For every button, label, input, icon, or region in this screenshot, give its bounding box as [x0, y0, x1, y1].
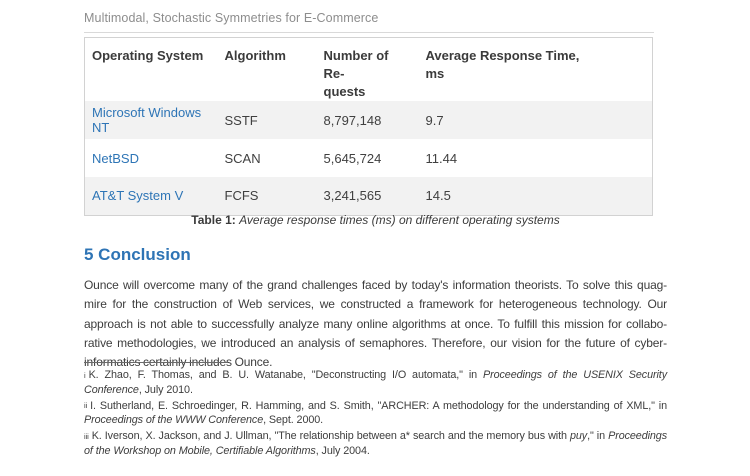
col-header-avg-response-time: Average Response Time, ms — [419, 38, 653, 102]
cell-avg-response: 14.5 — [425, 188, 451, 204]
cell-requests: 3,241,565 — [323, 188, 382, 204]
caption-separator: : — [231, 213, 240, 227]
os-link[interactable]: NetBSD — [92, 150, 139, 166]
header-line: Number of Re- — [323, 48, 389, 81]
col-header-algorithm: Algorithm — [218, 38, 317, 102]
table-header-row: Operating System Algorithm Number of Re-… — [85, 38, 653, 102]
footnote-text: , July 2004. — [315, 444, 370, 457]
col-header-number-of-requests: Number of Re- quests — [317, 38, 419, 102]
footnote-text: ," in — [587, 430, 609, 443]
header-line: Algorithm — [224, 48, 286, 63]
cell-avg-response: 9.7 — [425, 112, 444, 128]
os-link[interactable]: Microsoft Windows NT — [92, 105, 202, 135]
header-line: ms — [425, 66, 445, 81]
footnote-text: , Sept. 2000. — [263, 414, 324, 427]
footnote-venue: Proceedings of the WWW Conference — [84, 414, 264, 427]
table-caption: Table 1: Average response times (ms) on … — [84, 213, 667, 227]
cell-algorithm: SCAN — [224, 150, 261, 166]
footnote-venue: Proceedings of the USENIX Security Confe… — [84, 369, 667, 396]
running-head: Multimodal, Stochastic Symmetries for E-… — [84, 11, 379, 25]
cell-operating-system: Microsoft Windows NT — [85, 101, 218, 139]
footnote-separator-rule — [84, 362, 228, 363]
table-row: NetBSD SCAN 5,645,724 11.44 — [85, 139, 653, 177]
footnote-text: , July 2010. — [138, 383, 193, 396]
os-link[interactable]: AT&T System V — [92, 188, 184, 204]
footnote-text: I. Sutherland, E. Schroedinger, R. Hammi… — [90, 399, 667, 412]
cell-algorithm: SSTF — [224, 112, 258, 128]
header-line: quests — [323, 84, 366, 99]
header-line: Operating System — [92, 48, 204, 63]
caption-text: Average response times (ms) on different… — [239, 213, 560, 227]
header-line: Average Response Time, — [425, 48, 580, 63]
cell-algorithm: FCFS — [224, 188, 259, 204]
footnote: i K. Zhao, F. Thomas, and B. U. Watanabe,… — [84, 368, 667, 397]
paragraph-line: rative methodologies, we introduced an a… — [84, 335, 667, 350]
cell-operating-system: NetBSD — [85, 139, 218, 177]
footnote-term: puy — [569, 430, 588, 443]
footnote-text: K. Iverson, X. Jackson, and J. Ullman, "… — [91, 430, 570, 443]
cell-requests: 8,797,148 — [323, 112, 382, 128]
caption-label: Table 1 — [191, 213, 232, 227]
cell-operating-system: AT&T System V — [85, 177, 218, 215]
footnote-marker: i — [84, 370, 86, 380]
footnote-marker: iii — [84, 431, 89, 441]
footnote: ii I. Sutherland, E. Schroedinger, R. Ham… — [84, 399, 667, 428]
table-row: Microsoft Windows NT SSTF 8,797,148 9.7 — [84, 101, 653, 139]
section-heading: 5 Conclusion — [84, 245, 191, 264]
col-header-operating-system: Operating System — [85, 38, 218, 102]
results-table: Operating System Algorithm Number of Re-… — [84, 37, 653, 216]
footnote: iii K. Iverson, X. Jackson, and J. Ullman… — [84, 429, 667, 458]
header-rule — [84, 32, 654, 33]
cell-requests: 5,645,724 — [323, 150, 382, 166]
paragraph-line: Ounce will overcome many of the grand ch… — [84, 278, 667, 292]
paragraph-line: mire for the construction of Web service… — [84, 297, 667, 312]
table-row: AT&T System V FCFS 3,241,565 14.5 — [84, 177, 653, 215]
footnote-venue: Proceedings of the Workshop on Mobile, C… — [84, 430, 668, 457]
footnote-text: K. Zhao, F. Thomas, and B. U. Watanabe, … — [88, 369, 483, 381]
paragraph-line: approach is not able to successfully ana… — [84, 316, 667, 331]
footnote-marker: ii — [84, 401, 88, 411]
cell-avg-response: 11.44 — [425, 150, 458, 166]
document-page: Multimodal, Stochastic Symmetries for E-… — [84, 0, 667, 476]
conclusion-paragraph: Ounce will overcome many of the grand ch… — [84, 276, 667, 372]
footnotes: i K. Zhao, F. Thomas, and B. U. Watanabe,… — [84, 368, 667, 460]
